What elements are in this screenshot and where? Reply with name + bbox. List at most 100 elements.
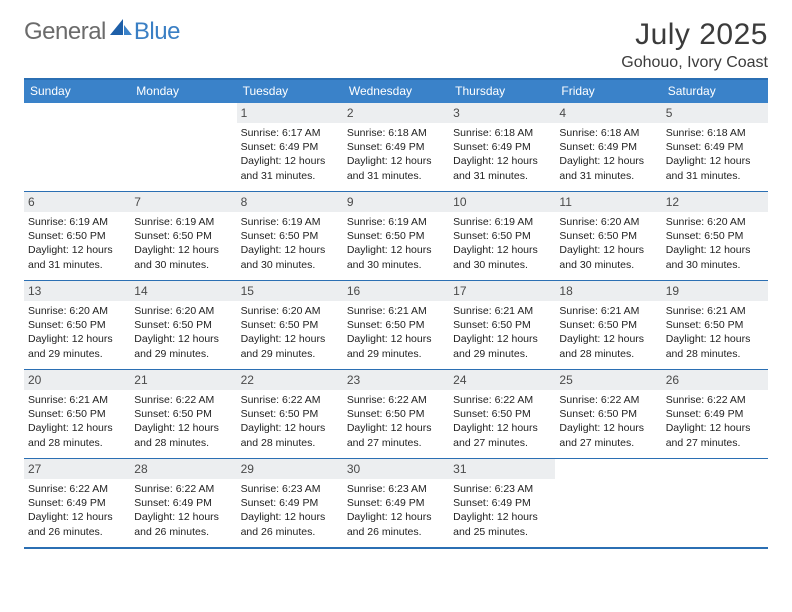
day-detail: Sunrise: 6:19 AMSunset: 6:50 PMDaylight:…	[453, 215, 551, 272]
day-detail: Sunrise: 6:21 AMSunset: 6:50 PMDaylight:…	[453, 304, 551, 361]
day-cell: 5 Sunrise: 6:18 AMSunset: 6:49 PMDaylight…	[662, 103, 768, 191]
sunset-line: Sunset: 6:50 PM	[134, 407, 232, 421]
daylight-line: Daylight: 12 hours and 25 minutes.	[453, 510, 551, 538]
sunrise-line: Sunrise: 6:22 AM	[347, 393, 445, 407]
day-detail: Sunrise: 6:22 AMSunset: 6:49 PMDaylight:…	[666, 393, 764, 450]
day-cell: 11 Sunrise: 6:20 AMSunset: 6:50 PMDayligh…	[555, 192, 661, 280]
day-detail: Sunrise: 6:21 AMSunset: 6:50 PMDaylight:…	[559, 304, 657, 361]
daylight-line: Daylight: 12 hours and 26 minutes.	[134, 510, 232, 538]
day-number: 21	[130, 370, 236, 390]
sunset-line: Sunset: 6:49 PM	[666, 407, 764, 421]
sunrise-line: Sunrise: 6:21 AM	[666, 304, 764, 318]
day-number: 11	[555, 192, 661, 212]
sunset-line: Sunset: 6:50 PM	[347, 318, 445, 332]
day-number: 5	[662, 103, 768, 123]
sunrise-line: Sunrise: 6:21 AM	[559, 304, 657, 318]
daylight-line: Daylight: 12 hours and 27 minutes.	[347, 421, 445, 449]
daylight-line: Daylight: 12 hours and 27 minutes.	[559, 421, 657, 449]
sunrise-line: Sunrise: 6:21 AM	[347, 304, 445, 318]
day-detail: Sunrise: 6:22 AMSunset: 6:49 PMDaylight:…	[134, 482, 232, 539]
day-number: 18	[555, 281, 661, 301]
day-number: 24	[449, 370, 555, 390]
sunrise-line: Sunrise: 6:20 AM	[134, 304, 232, 318]
day-detail: Sunrise: 6:20 AMSunset: 6:50 PMDaylight:…	[241, 304, 339, 361]
day-cell	[130, 103, 236, 191]
day-cell: 31Sunrise: 6:23 AMSunset: 6:49 PMDayligh…	[449, 459, 555, 547]
day-detail: Sunrise: 6:21 AMSunset: 6:50 PMDaylight:…	[347, 304, 445, 361]
week-row: 1Sunrise: 6:17 AMSunset: 6:49 PMDaylight…	[24, 103, 768, 191]
day-number: 6	[24, 192, 130, 212]
daylight-line: Daylight: 12 hours and 31 minutes.	[559, 154, 657, 182]
weekday-label: Tuesday	[237, 80, 343, 103]
day-cell: 25 Sunrise: 6:22 AMSunset: 6:50 PMDayligh…	[555, 370, 661, 458]
day-detail: Sunrise: 6:18 AMSunset: 6:49 PMDaylight:…	[347, 126, 445, 183]
daylight-line: Daylight: 12 hours and 29 minutes.	[347, 332, 445, 360]
daylight-line: Daylight: 12 hours and 28 minutes.	[134, 421, 232, 449]
daylight-line: Daylight: 12 hours and 30 minutes.	[666, 243, 764, 271]
day-number: 16	[343, 281, 449, 301]
daylight-line: Daylight: 12 hours and 29 minutes.	[28, 332, 126, 360]
daylight-line: Daylight: 12 hours and 29 minutes.	[134, 332, 232, 360]
day-detail: Sunrise: 6:19 AMSunset: 6:50 PMDaylight:…	[347, 215, 445, 272]
day-cell: 26Sunrise: 6:22 AMSunset: 6:49 PMDayligh…	[662, 370, 768, 458]
daylight-line: Daylight: 12 hours and 26 minutes.	[347, 510, 445, 538]
week-row: 27Sunrise: 6:22 AMSunset: 6:49 PMDayligh…	[24, 458, 768, 547]
sunrise-line: Sunrise: 6:20 AM	[559, 215, 657, 229]
sunset-line: Sunset: 6:50 PM	[453, 229, 551, 243]
day-detail: Sunrise: 6:22 AMSunset: 6:50 PMDaylight:…	[559, 393, 657, 450]
day-number: 25	[555, 370, 661, 390]
sunrise-line: Sunrise: 6:19 AM	[347, 215, 445, 229]
location: Gohouo, Ivory Coast	[621, 54, 768, 72]
weekday-label: Sunday	[24, 80, 130, 103]
day-number: 30	[343, 459, 449, 479]
sunrise-line: Sunrise: 6:18 AM	[666, 126, 764, 140]
day-cell: 24Sunrise: 6:22 AMSunset: 6:50 PMDayligh…	[449, 370, 555, 458]
sunset-line: Sunset: 6:50 PM	[347, 229, 445, 243]
day-cell: 1Sunrise: 6:17 AMSunset: 6:49 PMDaylight…	[237, 103, 343, 191]
sunrise-line: Sunrise: 6:23 AM	[347, 482, 445, 496]
daylight-line: Daylight: 12 hours and 28 minutes.	[559, 332, 657, 360]
day-cell: 7Sunrise: 6:19 AMSunset: 6:50 PMDaylight…	[130, 192, 236, 280]
sunrise-line: Sunrise: 6:22 AM	[559, 393, 657, 407]
daylight-line: Daylight: 12 hours and 28 minutes.	[666, 332, 764, 360]
sunrise-line: Sunrise: 6:22 AM	[241, 393, 339, 407]
sunset-line: Sunset: 6:50 PM	[134, 229, 232, 243]
daylight-line: Daylight: 12 hours and 31 minutes.	[28, 243, 126, 271]
daylight-line: Daylight: 12 hours and 30 minutes.	[134, 243, 232, 271]
sunrise-line: Sunrise: 6:19 AM	[453, 215, 551, 229]
sunset-line: Sunset: 6:50 PM	[28, 318, 126, 332]
sunrise-line: Sunrise: 6:21 AM	[453, 304, 551, 318]
weekday-label: Thursday	[449, 80, 555, 103]
day-number: 10	[449, 192, 555, 212]
logo-text-general: General	[24, 18, 106, 46]
day-detail: Sunrise: 6:20 AMSunset: 6:50 PMDaylight:…	[559, 215, 657, 272]
day-number: 8	[237, 192, 343, 212]
day-cell: 15Sunrise: 6:20 AMSunset: 6:50 PMDayligh…	[237, 281, 343, 369]
weekday-header: SundayMondayTuesdayWednesdayThursdayFrid…	[24, 80, 768, 103]
day-detail: Sunrise: 6:18 AMSunset: 6:49 PMDaylight:…	[666, 126, 764, 183]
sunrise-line: Sunrise: 6:19 AM	[134, 215, 232, 229]
day-detail: Sunrise: 6:20 AMSunset: 6:50 PMDaylight:…	[666, 215, 764, 272]
day-cell: 16 Sunrise: 6:21 AMSunset: 6:50 PMDayligh…	[343, 281, 449, 369]
title-block: July 2025 Gohouo, Ivory Coast	[621, 18, 768, 72]
daylight-line: Daylight: 12 hours and 26 minutes.	[28, 510, 126, 538]
sunset-line: Sunset: 6:50 PM	[559, 229, 657, 243]
sunset-line: Sunset: 6:49 PM	[453, 496, 551, 510]
sunset-line: Sunset: 6:49 PM	[241, 496, 339, 510]
day-cell: 12Sunrise: 6:20 AMSunset: 6:50 PMDayligh…	[662, 192, 768, 280]
daylight-line: Daylight: 12 hours and 28 minutes.	[28, 421, 126, 449]
sunset-line: Sunset: 6:50 PM	[666, 229, 764, 243]
sunset-line: Sunset: 6:50 PM	[453, 318, 551, 332]
day-number: 29	[237, 459, 343, 479]
sunset-line: Sunset: 6:50 PM	[559, 318, 657, 332]
calendar: SundayMondayTuesdayWednesdayThursdayFrid…	[24, 78, 768, 549]
day-number: 28	[130, 459, 236, 479]
daylight-line: Daylight: 12 hours and 31 minutes.	[666, 154, 764, 182]
day-number: 13	[24, 281, 130, 301]
daylight-line: Daylight: 12 hours and 31 minutes.	[453, 154, 551, 182]
sunset-line: Sunset: 6:49 PM	[134, 496, 232, 510]
sunset-line: Sunset: 6:49 PM	[559, 140, 657, 154]
day-detail: Sunrise: 6:22 AMSunset: 6:50 PMDaylight:…	[241, 393, 339, 450]
month-title: July 2025	[621, 18, 768, 52]
sunset-line: Sunset: 6:50 PM	[241, 407, 339, 421]
